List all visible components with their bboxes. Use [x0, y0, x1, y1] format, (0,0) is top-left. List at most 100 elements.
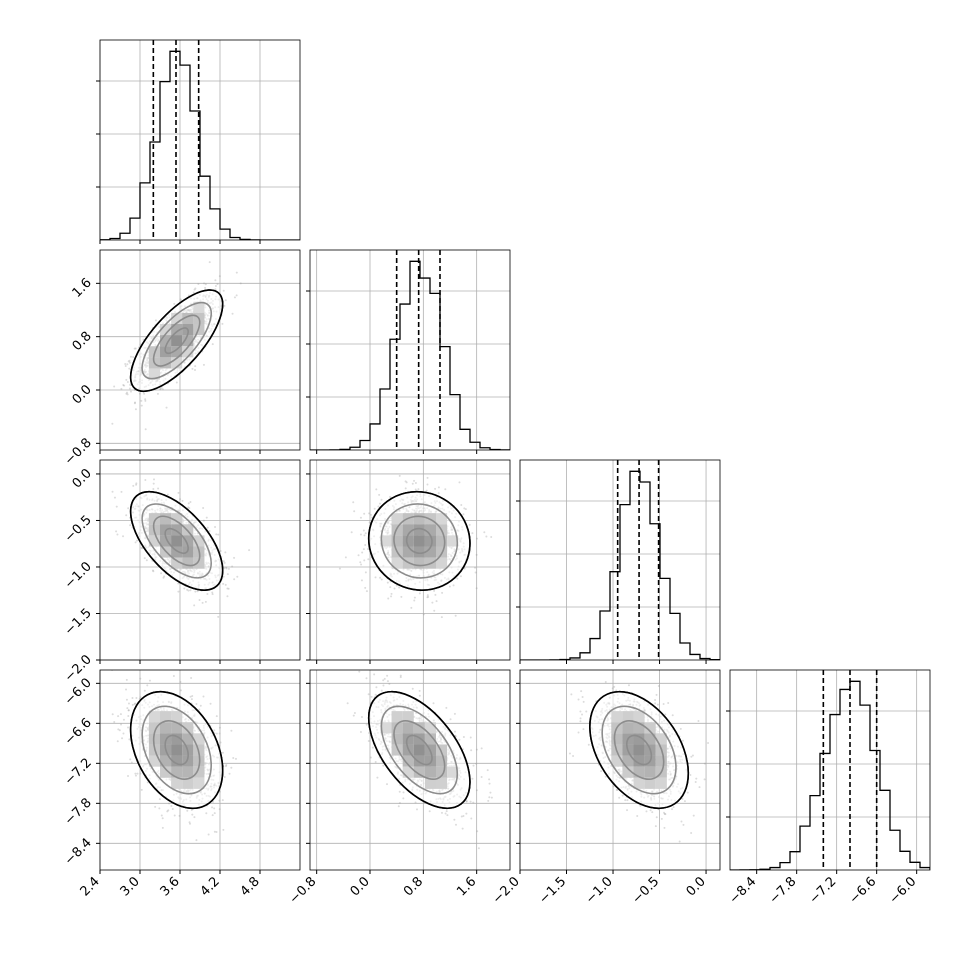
sample-point	[191, 695, 194, 698]
sample-point	[143, 689, 146, 692]
panel-frame	[99, 39, 301, 241]
scatter-1-0	[95, 261, 242, 431]
sample-point	[483, 531, 486, 534]
sample-point	[227, 567, 230, 570]
sample-point	[129, 355, 132, 358]
sample-point	[422, 613, 425, 616]
sample-point	[431, 601, 434, 604]
sample-point	[132, 355, 135, 358]
sample-point	[434, 487, 437, 490]
sample-point	[344, 556, 347, 559]
sample-point	[126, 391, 129, 394]
sample-point	[211, 593, 214, 596]
sample-point	[367, 548, 370, 551]
sample-point	[222, 289, 225, 292]
sample-point	[474, 566, 477, 569]
sample-point	[463, 507, 466, 510]
sample-point	[236, 575, 239, 578]
sample-point	[485, 535, 488, 538]
sample-point	[113, 385, 116, 388]
sample-point	[189, 589, 192, 592]
sample-point	[194, 369, 197, 372]
sample-point	[364, 586, 367, 589]
sample-point	[367, 558, 370, 561]
sample-point	[204, 283, 207, 286]
sample-point	[143, 392, 146, 395]
sample-point	[126, 393, 129, 396]
sample-point	[165, 406, 168, 409]
sample-point	[188, 821, 191, 824]
sample-point	[217, 533, 220, 536]
sample-point	[217, 615, 220, 618]
sample-point	[475, 553, 478, 556]
sample-point	[127, 360, 130, 363]
sample-point	[189, 695, 192, 698]
sample-point	[390, 592, 393, 595]
sample-point	[128, 361, 131, 364]
sample-point	[207, 833, 210, 836]
sample-point	[140, 788, 143, 791]
histogram-1	[310, 260, 510, 450]
sample-point	[140, 404, 143, 407]
tick-label-y: 0.8	[70, 329, 95, 354]
sample-point	[192, 291, 195, 294]
sample-point	[134, 347, 137, 350]
tick-label-y: −0.8	[62, 436, 95, 469]
contour-fill	[130, 491, 223, 591]
sample-point	[433, 609, 436, 612]
sample-point	[231, 565, 234, 568]
sample-point	[211, 343, 214, 346]
sample-point	[441, 591, 444, 594]
sample-point	[375, 488, 378, 491]
sample-point	[364, 571, 367, 574]
sample-point	[362, 548, 365, 551]
sample-point	[166, 493, 169, 496]
sample-point	[231, 312, 234, 315]
tick-label-y: 0.0	[70, 466, 95, 491]
sample-point	[122, 384, 125, 387]
sample-point	[373, 507, 376, 510]
sample-point	[144, 478, 147, 481]
sample-point	[226, 573, 229, 576]
sample-point	[203, 282, 206, 285]
sample-point	[353, 510, 356, 513]
sample-point	[131, 703, 134, 706]
tick-label-y: 0.0	[70, 382, 95, 407]
sample-point	[427, 595, 430, 598]
sample-point	[122, 535, 125, 538]
sample-point	[471, 532, 474, 535]
sample-point	[219, 741, 222, 744]
sample-point	[404, 480, 407, 483]
sample-point	[235, 294, 238, 297]
sample-point	[154, 319, 157, 322]
sample-point	[186, 588, 189, 591]
sample-point	[434, 593, 437, 596]
sample-point	[215, 533, 218, 536]
sample-point	[222, 828, 225, 831]
sample-point	[379, 576, 382, 579]
sample-point	[95, 396, 97, 398]
sample-point	[202, 695, 205, 698]
sample-point	[435, 600, 438, 603]
sample-point	[380, 498, 383, 501]
sample-point	[359, 561, 362, 564]
sample-point	[173, 302, 176, 305]
sample-point	[458, 481, 461, 484]
sample-point	[136, 772, 139, 775]
sample-point	[226, 595, 229, 598]
sample-point	[368, 512, 371, 515]
sample-point	[425, 489, 428, 492]
sample-point	[143, 557, 146, 560]
sample-point	[362, 529, 365, 532]
sample-point	[462, 513, 465, 516]
sample-point	[133, 347, 136, 350]
sample-point	[377, 505, 380, 508]
sample-point	[410, 606, 413, 609]
tick-label-y: −1.5	[62, 606, 95, 639]
sample-point	[194, 287, 197, 290]
sample-point	[126, 381, 129, 384]
sample-point	[414, 481, 417, 484]
sample-point	[363, 534, 366, 537]
sample-point	[159, 388, 162, 391]
sample-point	[204, 286, 207, 289]
